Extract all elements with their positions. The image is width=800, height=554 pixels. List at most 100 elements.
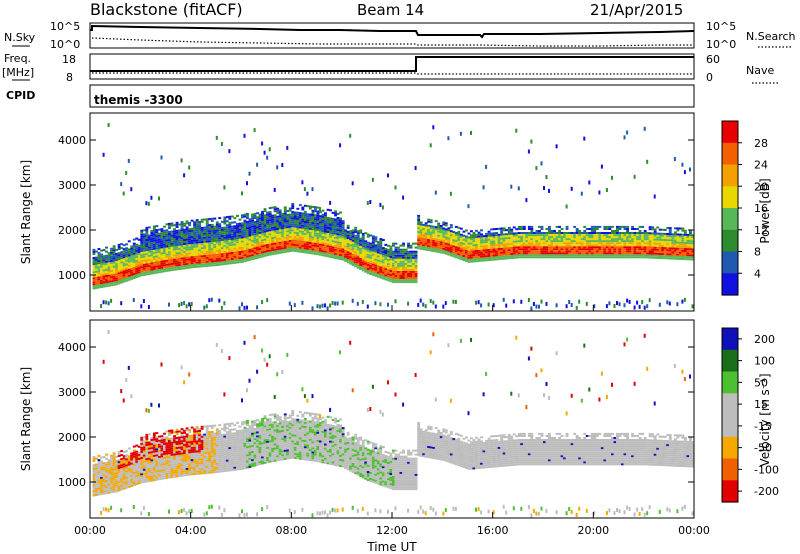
power-cell bbox=[195, 235, 199, 238]
power-cell bbox=[530, 234, 534, 237]
power-cell bbox=[351, 237, 355, 240]
power-cell bbox=[603, 242, 607, 245]
power-cell bbox=[397, 260, 400, 263]
power-cell bbox=[150, 250, 154, 253]
power-cell bbox=[349, 238, 353, 241]
power-cell bbox=[311, 230, 315, 233]
power-cell bbox=[512, 250, 516, 253]
power-cell bbox=[543, 244, 546, 247]
power-cell bbox=[213, 217, 217, 220]
power-cell bbox=[417, 241, 421, 244]
power-cell bbox=[588, 234, 592, 237]
power-cell bbox=[376, 241, 380, 244]
power-cell bbox=[198, 259, 202, 262]
power-cell bbox=[152, 272, 156, 275]
power-cell bbox=[497, 244, 501, 246]
power-cell bbox=[248, 252, 252, 255]
velocity-cell bbox=[120, 472, 124, 475]
power-cell bbox=[555, 234, 559, 237]
power-cell bbox=[303, 204, 307, 207]
power-cell bbox=[681, 229, 685, 232]
power-cell bbox=[429, 225, 433, 228]
power-cell bbox=[553, 230, 556, 232]
power-cell bbox=[321, 213, 325, 216]
power-cell bbox=[374, 244, 378, 247]
power-cell bbox=[238, 234, 242, 237]
power-cell bbox=[394, 246, 398, 249]
power-cell bbox=[308, 244, 312, 246]
power-cell bbox=[683, 246, 687, 248]
power-cell bbox=[560, 254, 564, 257]
power-cell bbox=[424, 224, 428, 227]
power-cell bbox=[160, 246, 164, 249]
power-cell bbox=[656, 238, 660, 241]
power-cell bbox=[356, 248, 360, 251]
power-cell bbox=[558, 230, 561, 232]
power-cell bbox=[366, 304, 369, 309]
power-cell bbox=[175, 268, 179, 271]
power-cell bbox=[117, 248, 121, 250]
power-cell bbox=[394, 242, 398, 245]
velocity-cell bbox=[132, 457, 136, 460]
power-cell bbox=[183, 267, 186, 270]
power-cell bbox=[387, 255, 390, 257]
power-cell bbox=[683, 233, 687, 236]
power-cell bbox=[399, 256, 403, 259]
power-cell bbox=[122, 260, 126, 263]
power-cell bbox=[215, 264, 219, 266]
power-cell bbox=[180, 237, 184, 240]
power-cell bbox=[205, 238, 209, 241]
power-cell bbox=[132, 260, 136, 263]
power-cell bbox=[238, 257, 242, 260]
power-cell bbox=[462, 252, 466, 255]
power-cell bbox=[412, 252, 415, 255]
power-cell bbox=[671, 247, 675, 250]
power-cell bbox=[402, 258, 405, 261]
power-cell bbox=[286, 218, 290, 221]
power-cell bbox=[251, 225, 254, 228]
power-cell bbox=[394, 266, 398, 269]
power-cell bbox=[178, 235, 181, 238]
power-cell bbox=[505, 237, 509, 240]
power-cell bbox=[611, 254, 614, 257]
power-cell bbox=[210, 258, 214, 261]
power-cell bbox=[165, 269, 169, 272]
power-cell bbox=[253, 241, 257, 244]
power-cell bbox=[147, 254, 151, 257]
velocity-cell bbox=[142, 470, 146, 473]
power-cell bbox=[110, 251, 113, 254]
power-cell bbox=[558, 225, 561, 228]
power-cell bbox=[190, 256, 194, 259]
power-cell bbox=[588, 250, 592, 253]
power-cell bbox=[535, 230, 539, 232]
velocity-cell bbox=[120, 478, 124, 481]
power-cell bbox=[616, 250, 619, 253]
power-cell bbox=[125, 251, 129, 254]
power-cell bbox=[135, 270, 139, 273]
power-cell bbox=[193, 255, 197, 258]
power-cell bbox=[565, 246, 569, 249]
power-cell bbox=[573, 256, 577, 259]
power-cell bbox=[185, 228, 189, 231]
power-cell bbox=[100, 263, 103, 266]
power-cell bbox=[686, 240, 690, 242]
power-cell bbox=[424, 304, 427, 309]
power-cell bbox=[200, 261, 204, 264]
power-cell bbox=[414, 256, 418, 259]
power-cell bbox=[306, 213, 310, 216]
power-cell bbox=[477, 231, 481, 234]
power-cell bbox=[190, 248, 194, 250]
power-cell bbox=[188, 254, 192, 257]
power-cell bbox=[575, 228, 579, 230]
power-cell bbox=[449, 254, 453, 257]
power-cell bbox=[376, 249, 380, 252]
power-cell bbox=[253, 257, 257, 260]
power-cell bbox=[399, 260, 403, 263]
power-cell bbox=[628, 254, 632, 257]
power-cell bbox=[248, 226, 252, 229]
power-cell bbox=[316, 251, 320, 254]
power-cell bbox=[470, 258, 473, 261]
power-cell bbox=[324, 226, 327, 229]
velocity-cell bbox=[140, 477, 144, 480]
power-cell bbox=[132, 266, 136, 269]
